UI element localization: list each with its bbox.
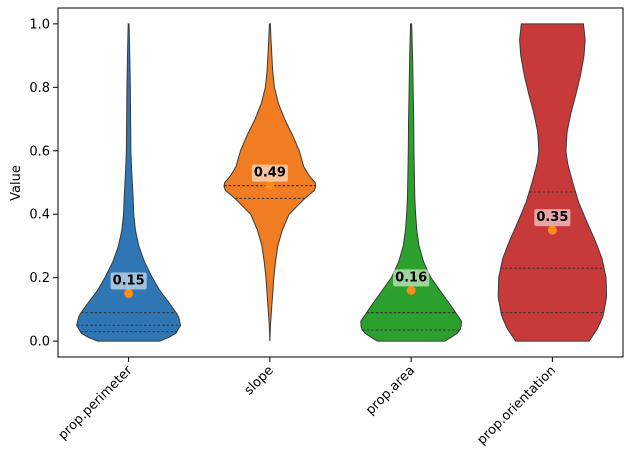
x-tick-label: prop.orientation [475, 363, 560, 448]
y-tick-label: 0.2 [29, 271, 50, 286]
mean-value-label: 0.16 [395, 270, 427, 285]
mean-label-bg [251, 164, 288, 182]
mean-value-label: 0.35 [536, 210, 568, 225]
plot-frame [57, 7, 624, 358]
x-tick-label: prop.area [363, 363, 418, 418]
y-tick-label: 0.4 [29, 208, 50, 223]
x-tick-label: slope [242, 363, 277, 398]
y-axis: 0.0 0.2 0.4 0.6 0.8 1.0 [29, 17, 58, 350]
y-tick-label: 1.0 [29, 17, 50, 32]
mean-label-bg [110, 272, 147, 290]
mean-marker [124, 289, 134, 299]
x-axis: prop.perimeter slope prop.area prop.orienta… [56, 357, 560, 448]
y-tick-label: 0.8 [29, 81, 50, 96]
x-tick-label: prop.perimeter [56, 363, 136, 443]
violin-body [76, 23, 182, 342]
mean-marker [547, 225, 557, 235]
violin-body [360, 23, 462, 342]
violin-slope: 0.49 [223, 23, 317, 342]
mean-label-bg [534, 209, 571, 227]
mean-value-label: 0.15 [113, 274, 145, 289]
mean-value-label: 0.49 [254, 166, 286, 181]
violin-prop.area: 0.16 [360, 23, 462, 342]
mean-marker [265, 181, 275, 191]
violin-body [497, 23, 608, 342]
y-tick-label: 0.0 [29, 335, 50, 350]
violin-prop.perimeter: 0.15 [76, 23, 182, 342]
violin-prop.orientation: 0.35 [497, 23, 608, 342]
mean-marker [406, 285, 416, 295]
violins-layer: 0.15 0.49 0.16 0.35 [76, 23, 608, 342]
mean-label-bg [393, 269, 430, 287]
y-axis-label: Value [9, 165, 24, 201]
y-tick-label: 0.6 [29, 144, 50, 159]
